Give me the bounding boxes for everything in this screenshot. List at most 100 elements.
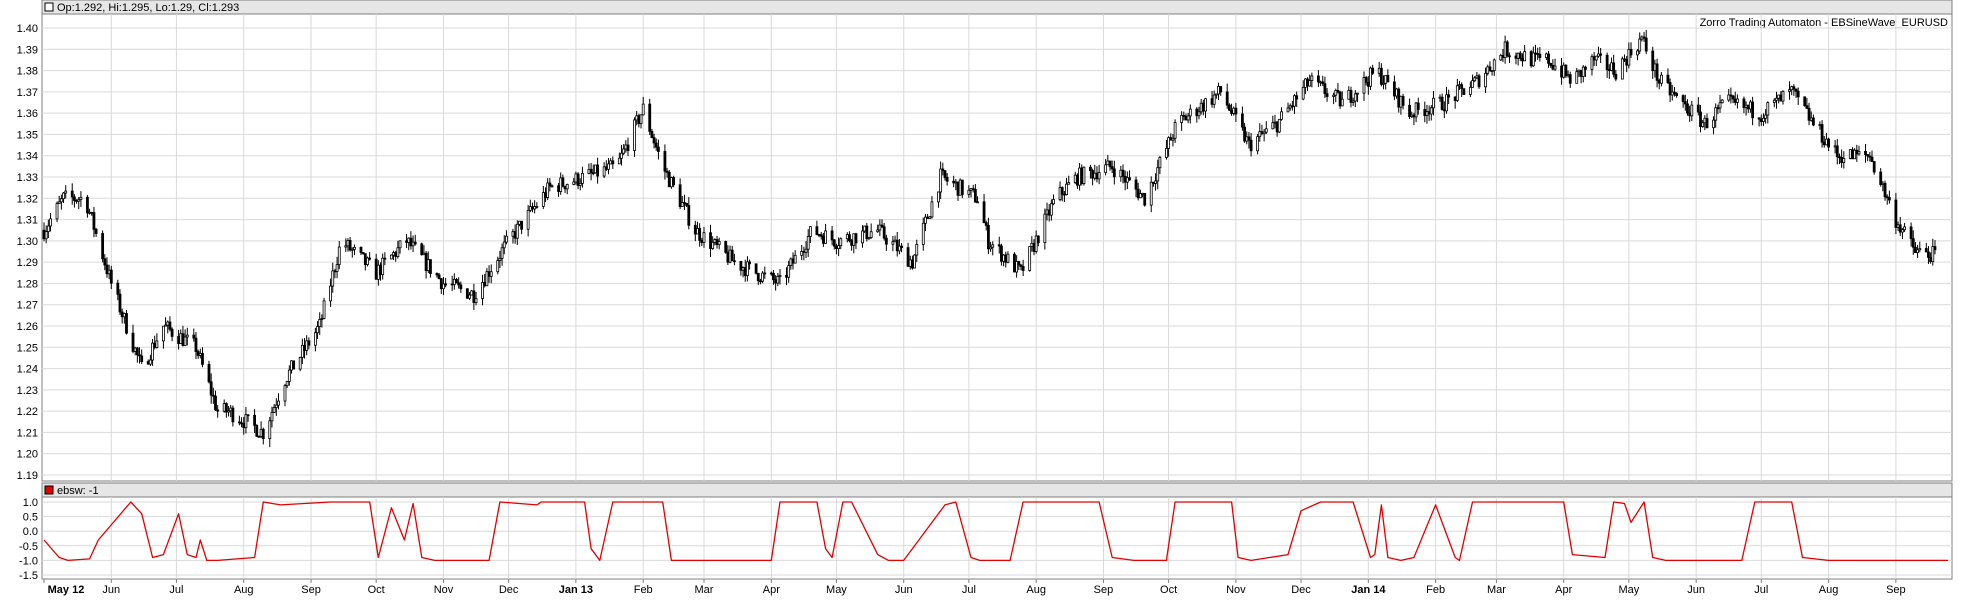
- x-tick-label: Nov: [434, 584, 454, 596]
- candle-body: [198, 353, 202, 356]
- candle-body: [1445, 94, 1448, 112]
- candle-body: [518, 220, 521, 225]
- candle-body: [1716, 107, 1720, 110]
- candle-body: [1173, 122, 1177, 139]
- indicator-y-tick-label: 0.0: [23, 526, 38, 538]
- candle-body: [544, 192, 547, 198]
- candle-body: [1382, 82, 1385, 85]
- candle-body: [596, 164, 600, 177]
- candle-body: [1486, 66, 1490, 74]
- candle-body: [739, 261, 743, 271]
- candle-body: [1186, 115, 1190, 121]
- candle-body: [637, 115, 641, 125]
- candle-body: [164, 324, 167, 327]
- candle-body: [183, 336, 187, 346]
- candle-body: [1280, 111, 1283, 120]
- candle-body: [1364, 77, 1368, 83]
- candle-body: [756, 272, 760, 282]
- candle-body: [1158, 157, 1162, 169]
- candle-body: [1412, 114, 1416, 118]
- candle-body: [1516, 52, 1520, 59]
- candle-body: [1794, 88, 1798, 92]
- candle-body: [776, 276, 780, 284]
- candle-body: [120, 311, 124, 318]
- indicator-plot-area: [41, 496, 1953, 580]
- candle-body: [698, 228, 702, 241]
- candle-body: [1623, 58, 1626, 61]
- indicator-header-bar: [41, 482, 1953, 498]
- candle-body: [1840, 157, 1844, 163]
- candle-body: [170, 328, 174, 337]
- candle-body: [1809, 117, 1813, 121]
- candle-body: [937, 191, 940, 203]
- candle-body: [1351, 100, 1355, 103]
- candle-body: [930, 201, 934, 218]
- candle-body: [109, 269, 113, 284]
- candle-body: [906, 247, 910, 267]
- candle-body: [724, 241, 728, 253]
- candle-body: [785, 274, 788, 278]
- candle-body: [1045, 209, 1049, 215]
- candle-body: [1015, 261, 1019, 273]
- candle-body: [1683, 101, 1687, 105]
- candle-body: [1212, 94, 1216, 105]
- candle-body: [216, 409, 220, 412]
- candle-body: [229, 407, 233, 412]
- x-tick-label: Apr: [1555, 584, 1572, 596]
- candle-body: [1204, 98, 1207, 112]
- candle-body: [450, 283, 454, 286]
- candle-body: [444, 283, 448, 286]
- candle-body: [211, 394, 215, 397]
- candle-body: [1733, 98, 1737, 103]
- x-tick-label: Aug: [234, 584, 254, 596]
- candle-body: [242, 423, 246, 429]
- price-grid: [42, 14, 1952, 481]
- x-tick-label: Feb: [634, 584, 653, 596]
- candle-body: [687, 205, 691, 226]
- x-tick-label: Sep: [1886, 584, 1906, 596]
- candle-body: [574, 173, 578, 183]
- candle-body: [711, 241, 715, 249]
- candle-body: [1156, 167, 1160, 182]
- candle-body: [748, 261, 751, 265]
- candle-body: [261, 428, 265, 440]
- candle-body: [1690, 104, 1694, 117]
- candle-body: [1909, 226, 1913, 240]
- price-y-tick-label: 1.35: [17, 129, 38, 141]
- candle-body: [1123, 175, 1127, 183]
- candle-body: [1931, 246, 1935, 262]
- candle-body: [1371, 67, 1375, 74]
- candle-body: [1699, 111, 1702, 127]
- candle-body: [1076, 174, 1079, 186]
- candle-body: [487, 271, 491, 277]
- candle-body: [639, 114, 643, 125]
- x-tick-label: May: [826, 584, 847, 596]
- indicator-y-tick-label: -1.0: [19, 555, 38, 567]
- candle-body: [1199, 102, 1203, 113]
- indicator-y-tick-label: -0.5: [19, 541, 38, 553]
- candle-body: [1078, 167, 1081, 186]
- candle-body: [1241, 113, 1244, 128]
- candle-body: [1887, 197, 1891, 201]
- candle-body: [900, 245, 903, 248]
- candle-body: [1047, 209, 1051, 216]
- price-y-tick-label: 1.24: [17, 364, 38, 376]
- price-y-tick-label: 1.27: [17, 300, 38, 312]
- candle-body: [133, 347, 137, 352]
- candle-body: [1751, 101, 1755, 119]
- candle-body: [1712, 119, 1715, 129]
- candle-body: [1916, 249, 1920, 254]
- candle-body: [1386, 74, 1390, 83]
- candle-body: [1577, 69, 1581, 73]
- candle-body: [576, 173, 580, 186]
- candle-body: [1857, 151, 1861, 155]
- candle-body: [1149, 181, 1153, 206]
- candle-body: [1742, 98, 1746, 109]
- candle-body: [179, 333, 183, 344]
- candle-body: [1701, 122, 1705, 127]
- indicator-header-text: ebsw: -1: [57, 485, 99, 497]
- candle-body: [1423, 109, 1427, 117]
- candle-body: [1612, 62, 1616, 75]
- candle-body: [1870, 156, 1874, 162]
- candle-body: [1167, 137, 1170, 149]
